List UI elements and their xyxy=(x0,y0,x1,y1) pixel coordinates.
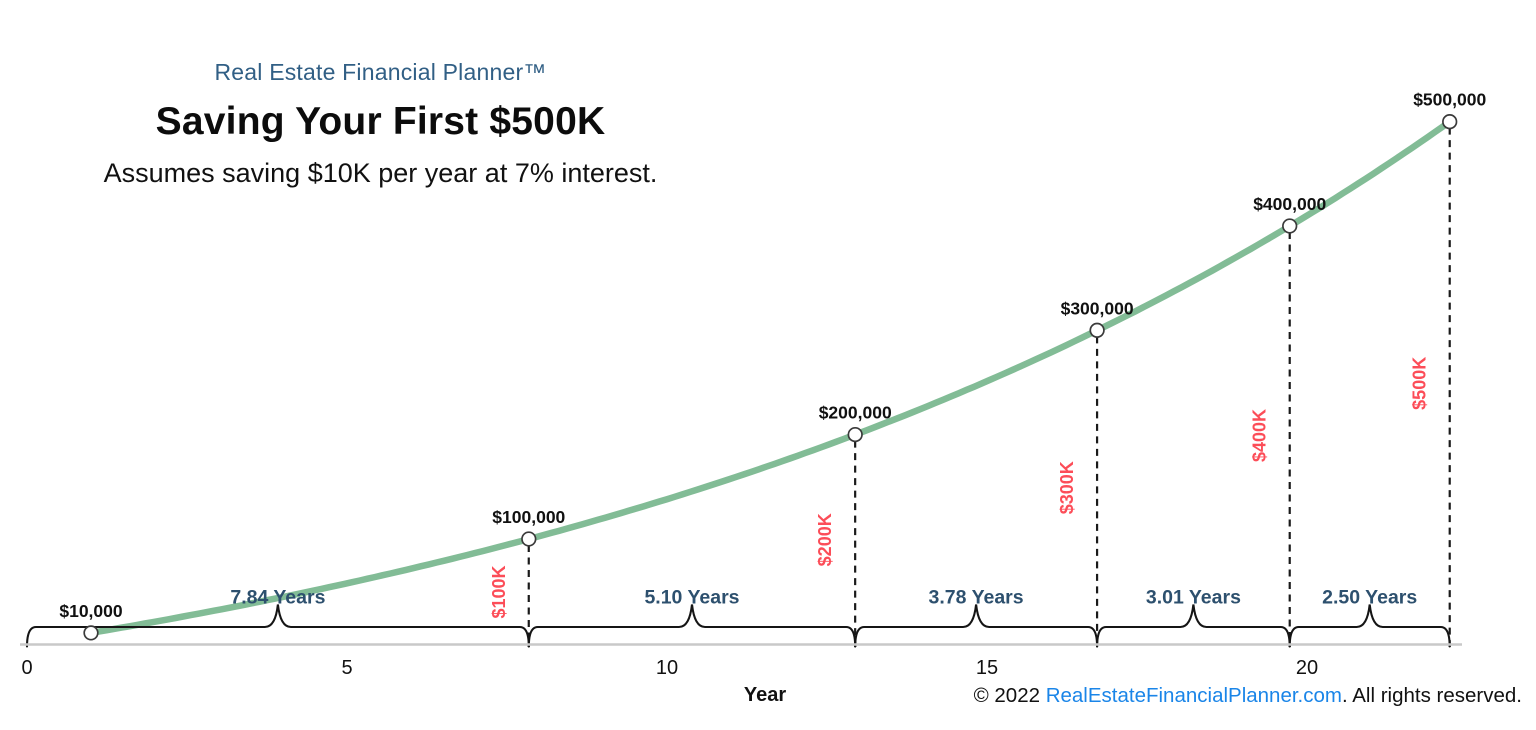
milestone-axis-tag: $100K xyxy=(489,565,509,618)
milestone-axis-tag: $500K xyxy=(1410,357,1430,410)
x-axis-title: Year xyxy=(743,684,787,706)
milestone-value-label: $200,000 xyxy=(819,403,892,423)
header-block: Real Estate Financial Planner™ Saving Yo… xyxy=(58,58,703,189)
milestone-axis-tag: $400K xyxy=(1250,409,1270,462)
x-tick-label: 0 xyxy=(21,657,32,679)
copyright-prefix: © 2022 xyxy=(973,684,1046,707)
x-tick-label: 15 xyxy=(976,657,998,679)
duration-label: 2.50 Years xyxy=(1322,587,1417,609)
x-tick-label: 20 xyxy=(1296,657,1318,679)
copyright-suffix: . All rights reserved. xyxy=(1341,684,1522,707)
duration-label: 5.10 Years xyxy=(644,587,739,609)
milestone-value-label: $400,000 xyxy=(1253,194,1326,214)
milestone-axis-tag: $300K xyxy=(1057,461,1077,514)
milestone-marker xyxy=(1282,218,1298,234)
milestone-marker xyxy=(521,531,537,547)
page-title: Saving Your First $500K xyxy=(155,100,606,143)
duration-brace xyxy=(1096,604,1291,648)
brand-name: Real Estate Financial Planner™ xyxy=(214,59,547,85)
milestone-marker xyxy=(1442,114,1458,130)
duration-label: 3.01 Years xyxy=(1146,587,1241,609)
milestone-value-label: $500,000 xyxy=(1413,90,1486,110)
footer-link[interactable]: RealEstateFinancialPlanner.com xyxy=(1045,684,1342,707)
chart-subtitle: Assumes saving $10K per year at 7% inter… xyxy=(103,158,658,188)
duration-brace xyxy=(25,604,530,648)
x-tick-label: 10 xyxy=(656,657,678,679)
milestone-marker xyxy=(83,625,99,641)
milestone-value-label: $300,000 xyxy=(1061,298,1134,318)
duration-label: 3.78 Years xyxy=(929,587,1024,609)
copyright-footer: © 2022 RealEstateFinancialPlanner.com. A… xyxy=(974,684,1522,708)
duration-brace xyxy=(1288,604,1451,648)
duration-brace xyxy=(527,604,857,648)
milestone-marker xyxy=(1089,322,1105,338)
savings-curve xyxy=(87,118,1453,637)
duration-label: 7.84 Years xyxy=(230,587,325,609)
milestone-axis-tag: $200K xyxy=(815,513,835,566)
milestone-value-label: $10,000 xyxy=(59,601,123,621)
milestone-marker xyxy=(847,426,863,443)
milestone-value-label: $100,000 xyxy=(492,507,565,527)
duration-brace xyxy=(854,604,1099,648)
x-tick-label: 5 xyxy=(341,657,352,679)
